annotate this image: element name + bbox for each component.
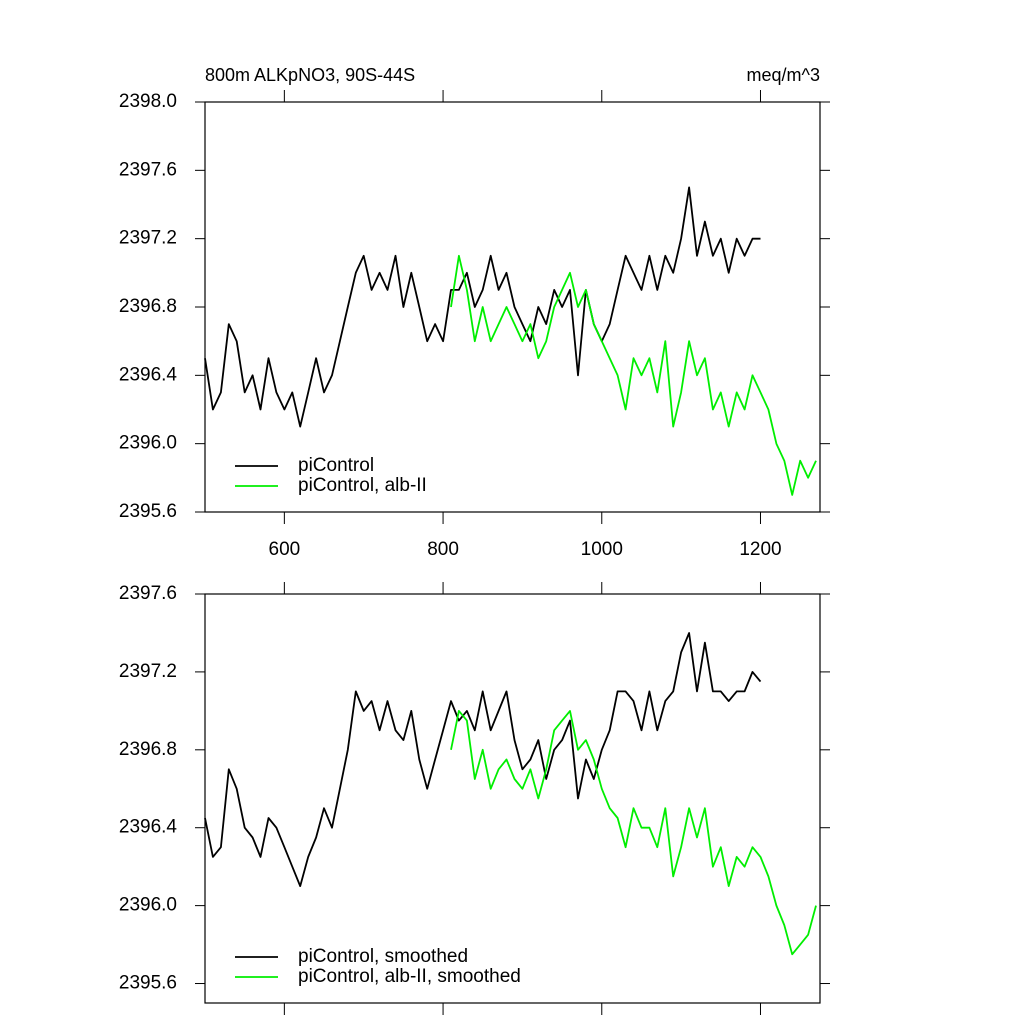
x-tick-label: 600 [269, 539, 301, 560]
plot-frame [204, 101, 821, 513]
data-line [450, 710, 817, 956]
y-tick-label: 2397.6 [119, 583, 177, 604]
y-tick-label: 2397.2 [119, 228, 177, 249]
data-line [204, 632, 762, 887]
y-tick-label: 2397.2 [119, 661, 177, 682]
y-tick-label: 2395.6 [119, 973, 177, 994]
y-tick-label: 2396.4 [119, 364, 178, 385]
legend-label: piControl, alb-II [298, 475, 427, 496]
data-line [204, 186, 761, 428]
x-tick-label: 800 [427, 539, 459, 560]
y-tick-label: 2396.0 [119, 895, 177, 916]
y-tick-label: 2396.0 [119, 433, 177, 454]
plot-frame [204, 593, 821, 1004]
x-tick-label: 1000 [581, 539, 623, 560]
units-label: meq/m^3 [747, 65, 820, 85]
y-tick-label: 2396.4 [119, 817, 178, 838]
data-line [450, 254, 817, 496]
y-tick-label: 2396.8 [119, 296, 177, 317]
y-tick-label: 2396.8 [119, 739, 177, 760]
legend-label: piControl, alb-II, smoothed [298, 966, 521, 987]
y-tick-label: 2395.6 [119, 501, 177, 522]
legend-label: piControl, smoothed [298, 946, 468, 967]
y-tick-label: 2398.0 [119, 91, 177, 112]
chart-title: 800m ALKpNO3, 90S-44S [205, 65, 415, 85]
y-tick-label: 2397.6 [119, 159, 177, 180]
legend-label: piControl [298, 455, 374, 476]
x-tick-label: 1200 [739, 539, 781, 560]
